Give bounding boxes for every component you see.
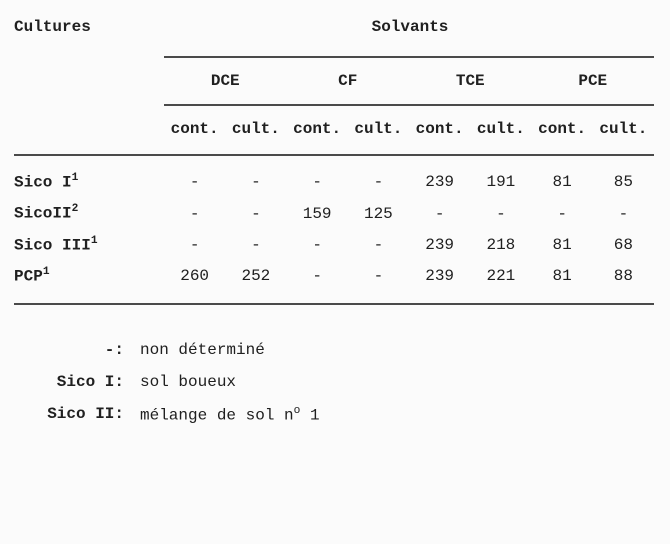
- table-cell: 81: [532, 173, 593, 191]
- legend-text: sol boueux: [140, 373, 656, 391]
- row-data: ----2392188168: [164, 236, 654, 254]
- subheader-cell: cont.: [164, 120, 225, 138]
- rule-subheader: [164, 104, 654, 106]
- solvent-group: TCE: [409, 72, 532, 90]
- table-cell: 218: [470, 236, 531, 254]
- table-cell: -: [225, 236, 286, 254]
- legend-text: mélange de sol no 1: [140, 405, 656, 424]
- table-cell: -: [409, 205, 470, 223]
- table-cell: 239: [409, 173, 470, 191]
- table-cell: 191: [470, 173, 531, 191]
- table-cell: 68: [593, 236, 654, 254]
- table-cell: -: [287, 267, 348, 285]
- row-label-base: Sico III: [14, 236, 91, 254]
- table-cell: -: [287, 236, 348, 254]
- table-row: Sico I1----2391918185: [14, 166, 656, 197]
- row-label-base: Sico I: [14, 173, 72, 191]
- legend-key: -:: [14, 341, 140, 359]
- solvent-group: PCE: [532, 72, 655, 90]
- legend: -:non déterminéSico I:sol boueuxSico II:…: [14, 341, 656, 424]
- table-cell: 88: [593, 267, 654, 285]
- row-label-base: PCP: [14, 267, 43, 285]
- row-data: 260252--2392218188: [164, 267, 654, 285]
- table-cell: -: [164, 173, 225, 191]
- rule-data-bottom: [14, 303, 654, 305]
- legend-key: Sico I:: [14, 373, 140, 391]
- table-cell: -: [225, 173, 286, 191]
- rule-data-top: [14, 154, 654, 156]
- row-label-sup: 1: [43, 266, 50, 278]
- table-cell: -: [287, 173, 348, 191]
- table-cell: -: [164, 236, 225, 254]
- table-row: SicoII2--159125----: [14, 197, 656, 228]
- table-cell: 260: [164, 267, 225, 285]
- row-label-sup: 1: [72, 172, 79, 184]
- table-cell: 221: [470, 267, 531, 285]
- rule-groups-top: [164, 56, 654, 58]
- subheader-cell: cont.: [287, 120, 348, 138]
- table-cell: 159: [287, 205, 348, 223]
- legend-row: -:non déterminé: [14, 341, 656, 359]
- table-cell: -: [348, 236, 409, 254]
- table-body: Sico I1----2391918185SicoII2--159125----…: [14, 166, 656, 291]
- table-cell: -: [593, 205, 654, 223]
- table-cell: 81: [532, 267, 593, 285]
- row-label-sup: 2: [72, 203, 79, 215]
- solvants-heading: Solvants: [164, 18, 656, 36]
- subheader-row: cont.cult.cont.cult.cont.cult.cont.cult.: [164, 120, 654, 138]
- subheader-cell: cont.: [409, 120, 470, 138]
- table-cell: -: [164, 205, 225, 223]
- data-table: DCECFTCEPCE cont.cult.cont.cult.cont.cul…: [14, 56, 656, 305]
- table-cell: 252: [225, 267, 286, 285]
- solvent-group: CF: [287, 72, 410, 90]
- table-cell: 81: [532, 236, 593, 254]
- row-label: Sico I1: [14, 172, 164, 191]
- subheader-cell: cult.: [225, 120, 286, 138]
- legend-text-suffix: 1: [300, 407, 319, 425]
- table-row: PCP1260252--2392218188: [14, 260, 656, 291]
- legend-text-prefix: mélange de sol n: [140, 407, 294, 425]
- table-cell: 239: [409, 236, 470, 254]
- row-data: ----2391918185: [164, 173, 654, 191]
- row-label-base: SicoII: [14, 205, 72, 223]
- row-data: --159125----: [164, 205, 654, 223]
- table-cell: 125: [348, 205, 409, 223]
- legend-key: Sico II:: [14, 405, 140, 424]
- table-cell: -: [348, 267, 409, 285]
- subheader-cell: cult.: [348, 120, 409, 138]
- row-label: SicoII2: [14, 203, 164, 222]
- row-label: Sico III1: [14, 235, 164, 254]
- legend-row: Sico I:sol boueux: [14, 373, 656, 391]
- subheader-cell: cult.: [593, 120, 654, 138]
- row-label: PCP1: [14, 266, 164, 285]
- table-cell: -: [348, 173, 409, 191]
- table-row: Sico III1----2392188168: [14, 229, 656, 260]
- solvent-group: DCE: [164, 72, 287, 90]
- subheader-cell: cont.: [532, 120, 593, 138]
- table-cell: -: [532, 205, 593, 223]
- table-cell: -: [225, 205, 286, 223]
- table-cell: -: [470, 205, 531, 223]
- table-cell: 85: [593, 173, 654, 191]
- row-label-sup: 1: [91, 235, 98, 247]
- solvent-group-row: DCECFTCEPCE: [164, 72, 654, 90]
- cultures-heading: Cultures: [14, 18, 164, 36]
- table-cell: 239: [409, 267, 470, 285]
- legend-row: Sico II:mélange de sol no 1: [14, 405, 656, 424]
- subheader-cell: cult.: [470, 120, 531, 138]
- legend-text: non déterminé: [140, 341, 656, 359]
